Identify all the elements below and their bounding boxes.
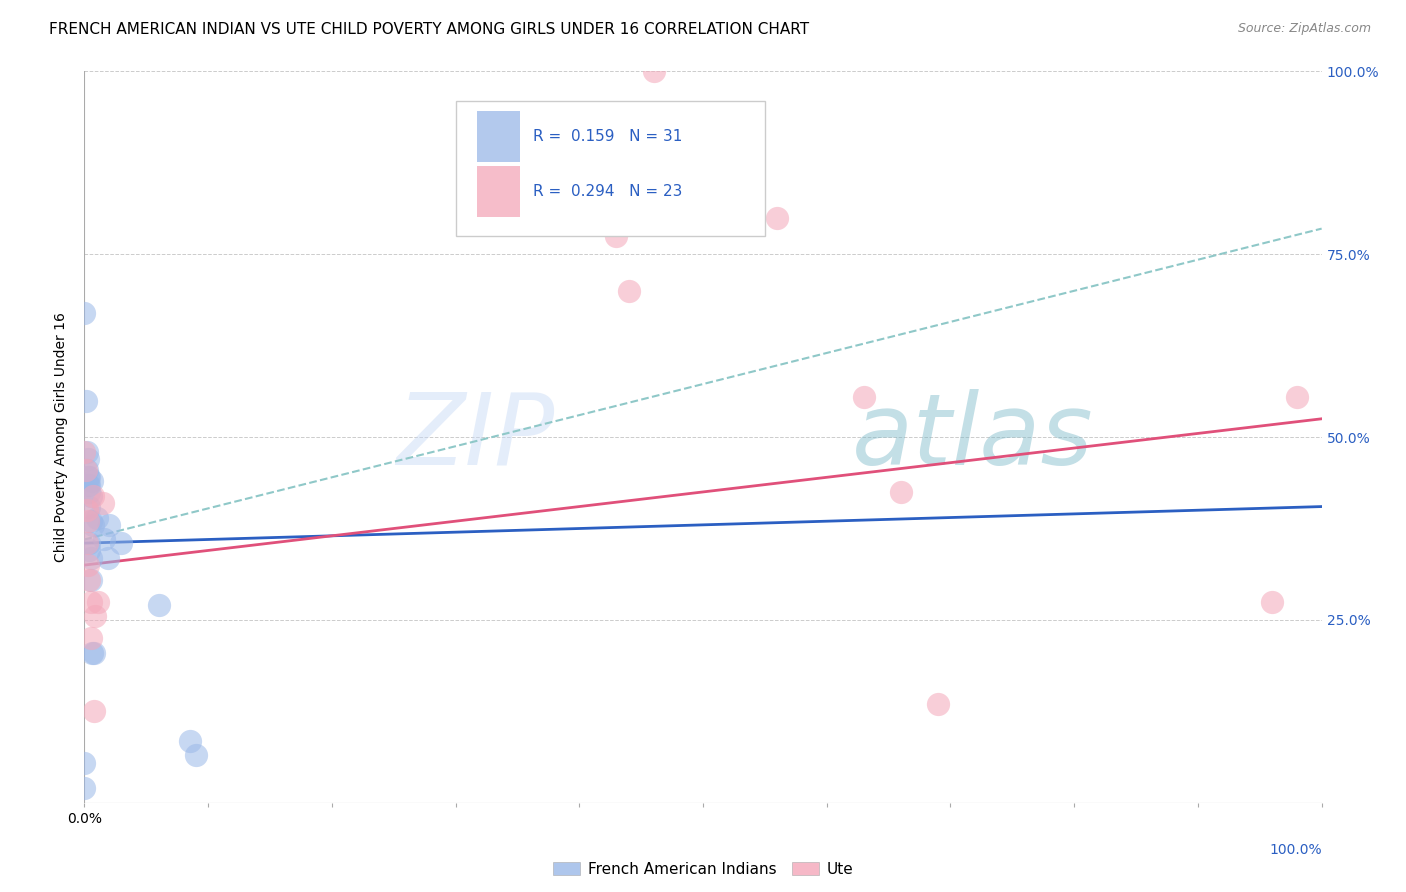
Point <box>82 489 104 503</box>
Point <box>617 284 640 298</box>
Point <box>73 306 96 320</box>
Point <box>79 536 101 550</box>
FancyBboxPatch shape <box>477 166 520 217</box>
Point <box>605 228 627 243</box>
Point <box>179 733 201 747</box>
Point <box>93 533 115 547</box>
Point <box>79 543 101 558</box>
Point <box>79 594 101 608</box>
Point <box>1285 390 1308 404</box>
Point <box>76 503 98 517</box>
Text: R =  0.294   N = 23: R = 0.294 N = 23 <box>533 184 683 199</box>
Point <box>79 573 101 587</box>
Point <box>97 550 120 565</box>
Text: atlas: atlas <box>852 389 1092 485</box>
Point <box>79 477 101 491</box>
Point <box>890 485 912 500</box>
Point <box>91 496 114 510</box>
Point <box>79 550 101 565</box>
Point <box>77 477 100 491</box>
Point <box>83 705 105 719</box>
Point <box>766 211 789 225</box>
Point <box>86 510 108 524</box>
Point <box>184 748 207 763</box>
Point <box>75 393 97 408</box>
Text: FRENCH AMERICAN INDIAN VS UTE CHILD POVERTY AMONG GIRLS UNDER 16 CORRELATION CHA: FRENCH AMERICAN INDIAN VS UTE CHILD POVE… <box>49 22 810 37</box>
Point <box>852 390 875 404</box>
Point <box>148 599 170 613</box>
Point <box>77 558 100 573</box>
Point <box>73 756 96 770</box>
Point <box>77 452 100 467</box>
Point <box>79 485 101 500</box>
Point <box>79 573 101 587</box>
Text: ZIP: ZIP <box>396 389 554 485</box>
Point <box>76 463 98 477</box>
FancyBboxPatch shape <box>456 101 765 235</box>
Point <box>77 514 100 528</box>
Point <box>79 489 101 503</box>
Point <box>75 463 97 477</box>
Point <box>79 514 101 528</box>
Point <box>643 64 665 78</box>
Point <box>79 500 101 514</box>
Point <box>927 697 949 711</box>
Point <box>84 609 107 624</box>
Point <box>98 517 121 532</box>
Point <box>83 646 105 660</box>
Point <box>73 781 96 796</box>
Point <box>87 594 110 608</box>
Text: Source: ZipAtlas.com: Source: ZipAtlas.com <box>1237 22 1371 36</box>
Point <box>79 470 101 484</box>
Text: 100.0%: 100.0% <box>1270 843 1322 857</box>
Y-axis label: Child Poverty Among Girls Under 16: Child Poverty Among Girls Under 16 <box>55 312 69 562</box>
Text: R =  0.159   N = 31: R = 0.159 N = 31 <box>533 128 683 144</box>
Point <box>110 536 132 550</box>
Point <box>77 470 100 484</box>
Point <box>80 646 103 660</box>
Point <box>82 517 104 532</box>
FancyBboxPatch shape <box>477 111 520 161</box>
Point <box>1261 594 1284 608</box>
Legend: French American Indians, Ute: French American Indians, Ute <box>547 855 859 883</box>
Point <box>73 444 96 458</box>
Point <box>76 444 98 458</box>
Point <box>76 536 98 550</box>
Point <box>79 632 101 646</box>
Point <box>80 474 103 488</box>
